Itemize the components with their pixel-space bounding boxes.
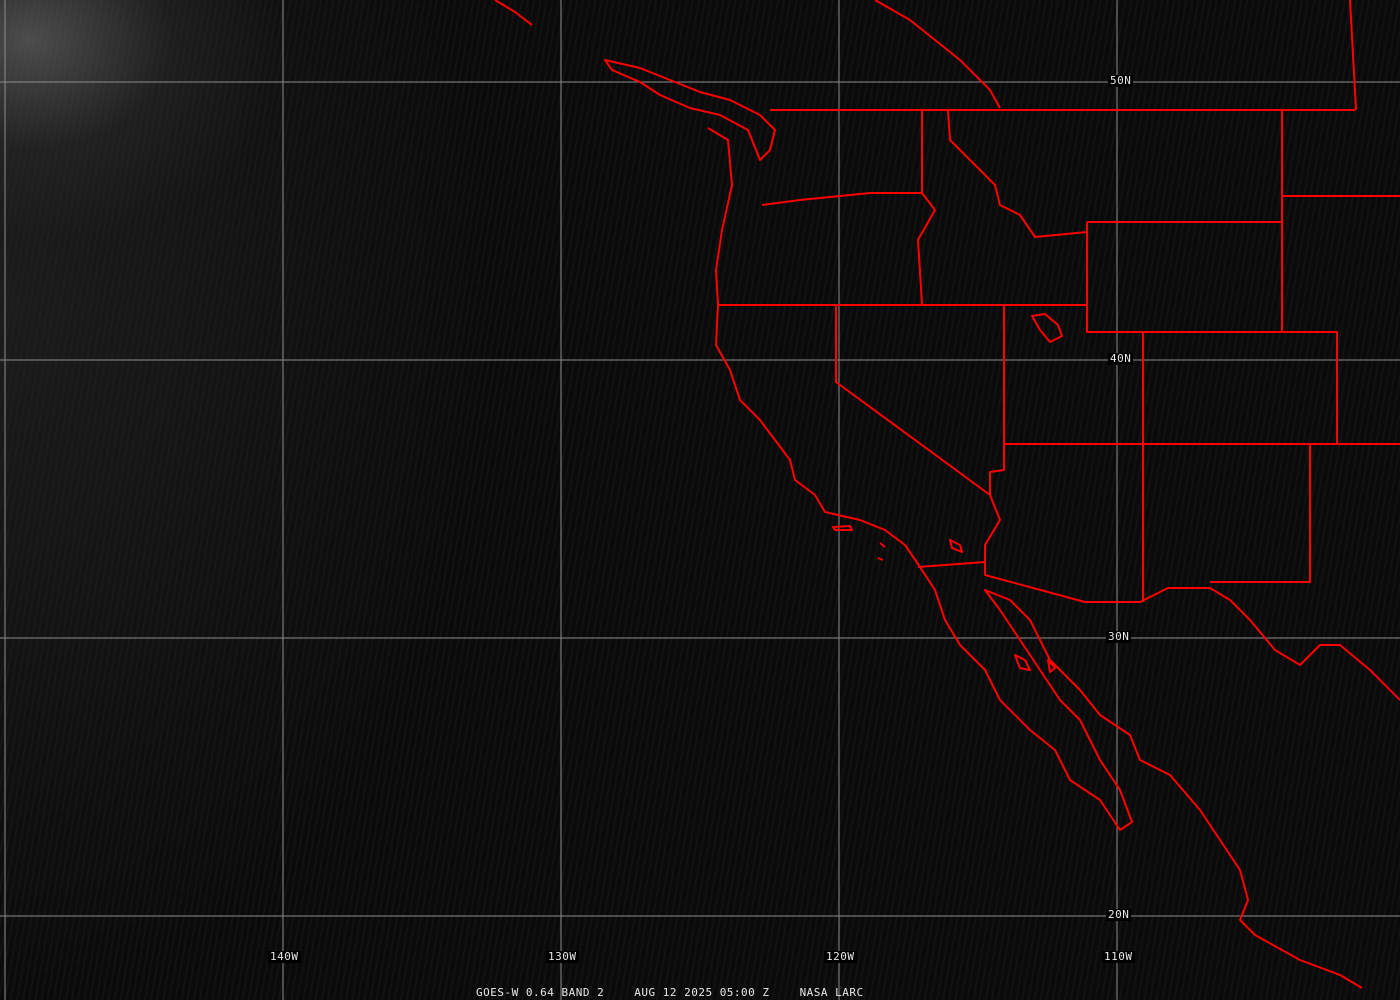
- caption-product: GOES-W 0.64 BAND 2: [476, 986, 605, 999]
- salton-sea: [949, 539, 963, 553]
- lon-label-110w: 110W: [1102, 950, 1135, 963]
- wa-or-border: [761, 192, 922, 206]
- wa-id-border: [917, 110, 936, 305]
- id-mt-border: [947, 109, 1088, 238]
- lat-label-40n: 40N: [1108, 352, 1134, 365]
- pacific-coast: [707, 127, 1363, 989]
- image-caption: GOES-W 0.64 BAND 2 AUG 12 2025 05:00 Z NAS…: [476, 986, 894, 999]
- bc-alberta-border: [874, 0, 1001, 109]
- lon-label-130w: 130W: [546, 950, 579, 963]
- channel-islands: [832, 525, 886, 561]
- lat-label-20n: 20N: [1106, 908, 1132, 921]
- lat-label-50n: 50N: [1108, 74, 1134, 87]
- lat-label-30n: 30N: [1106, 630, 1132, 643]
- gulf-islands: [1014, 654, 1056, 673]
- nv-ut-border: [984, 305, 1005, 562]
- ca-nv-border: [835, 305, 991, 496]
- caption-source: NASA LARC: [799, 986, 864, 999]
- great-salt-lake: [1031, 313, 1063, 343]
- wy-border: [1086, 222, 1338, 444]
- vancouver-island: [604, 59, 776, 161]
- us-mexico-border: [917, 561, 1400, 701]
- caption-datetime: AUG 12 2025 05:00 Z: [634, 986, 770, 999]
- canada-province-border: [1349, 0, 1357, 111]
- lon-label-120w: 120W: [824, 950, 857, 963]
- political-borders: [494, 0, 1400, 989]
- nm-tx-border: [1210, 444, 1311, 583]
- lon-label-140w: 140W: [268, 950, 301, 963]
- bc-coast: [494, 0, 533, 26]
